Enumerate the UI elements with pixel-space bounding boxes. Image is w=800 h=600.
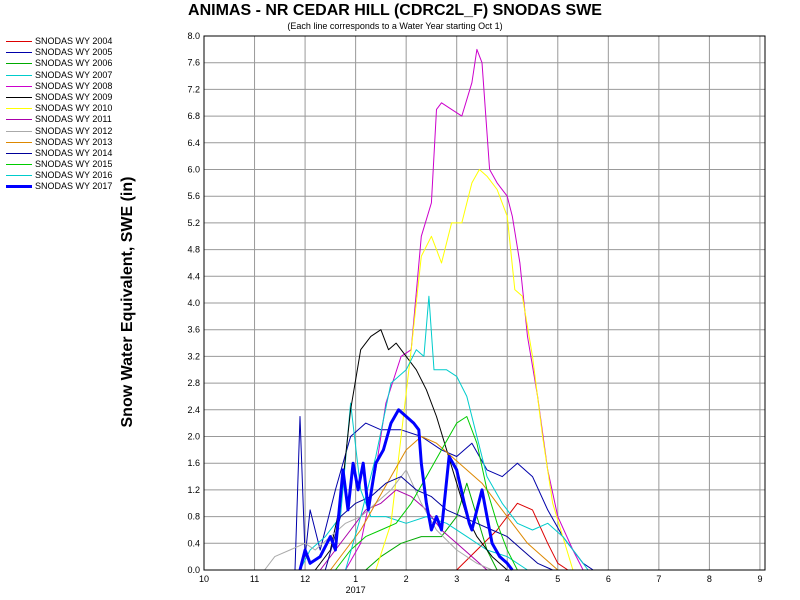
series-line-snodas-wy-2012 xyxy=(264,469,493,571)
legend-entry: SNODAS WY 2010 xyxy=(4,103,124,114)
legend-label: SNODAS WY 2013 xyxy=(35,136,113,147)
legend-label: SNODAS WY 2007 xyxy=(35,69,113,80)
x-tick-label: 7 xyxy=(656,574,661,584)
legend-swatch xyxy=(6,63,32,65)
legend-swatch xyxy=(6,175,32,177)
legend-label: SNODAS WY 2008 xyxy=(35,80,113,91)
legend-label: SNODAS WY 2015 xyxy=(35,159,113,170)
legend-swatch xyxy=(6,52,32,54)
x-tick-label: 1 xyxy=(353,574,358,584)
x-tick-label: 6 xyxy=(606,574,611,584)
y-tick-label: 0.8 xyxy=(187,512,200,522)
y-tick-label: 1.6 xyxy=(187,458,200,468)
legend-entry: SNODAS WY 2004 xyxy=(4,36,124,47)
y-tick-label: 8.0 xyxy=(187,31,200,41)
legend-swatch xyxy=(6,85,32,87)
y-tick-label: 6.8 xyxy=(187,111,200,121)
y-tick-label: 2.8 xyxy=(187,378,200,388)
series-line-snodas-wy-2004 xyxy=(456,502,569,571)
y-tick-label: 3.2 xyxy=(187,351,200,361)
y-tick-label: 4.8 xyxy=(187,245,200,255)
legend-swatch xyxy=(6,74,32,76)
series-line-snodas-wy-2016 xyxy=(345,295,589,571)
y-tick-label: 5.6 xyxy=(187,191,200,201)
legend-entry: SNODAS WY 2008 xyxy=(4,81,124,92)
y-tick-label: 2.4 xyxy=(187,405,200,415)
y-tick-label: 0.0 xyxy=(187,565,200,575)
legend-entry: SNODAS WY 2007 xyxy=(4,70,124,81)
legend-label: SNODAS WY 2017 xyxy=(35,181,113,192)
legend-entry: SNODAS WY 2006 xyxy=(4,58,124,69)
legend-swatch xyxy=(6,152,32,154)
y-tick-label: 1.2 xyxy=(187,485,200,495)
series-line-snodas-wy-2014 xyxy=(324,476,553,571)
series-line-snodas-wy-2017 xyxy=(298,408,514,571)
x-tick-label: 4 xyxy=(505,574,510,584)
y-tick-label: 0.4 xyxy=(187,538,200,548)
legend-swatch xyxy=(6,96,32,98)
series-line-snodas-wy-2010 xyxy=(375,169,574,571)
legend-swatch xyxy=(6,41,32,42)
series-line-snodas-wy-2011 xyxy=(319,489,488,571)
grid-lines xyxy=(203,35,765,571)
y-tick-label: 7.6 xyxy=(187,58,200,68)
x-tick-label: 10 xyxy=(199,574,209,584)
legend-label: SNODAS WY 2010 xyxy=(35,103,113,114)
legend-entry: SNODAS WY 2005 xyxy=(4,47,124,58)
x-tick-label: 12 xyxy=(300,574,310,584)
series-line-snodas-wy-2013 xyxy=(330,436,559,571)
legend-swatch xyxy=(6,185,32,189)
x-year-label: 2017 xyxy=(346,585,366,595)
y-tick-label: 4.4 xyxy=(187,271,200,281)
legend-swatch xyxy=(6,141,32,143)
legend-entry: SNODAS WY 2016 xyxy=(4,170,124,181)
series-line-snodas-wy-2006 xyxy=(365,482,498,571)
legend-entry: SNODAS WY 2012 xyxy=(4,126,124,137)
y-tick-label: 3.6 xyxy=(187,325,200,335)
legend-label: SNODAS WY 2011 xyxy=(35,114,112,125)
x-tick-label: 2 xyxy=(404,574,409,584)
plot-frame xyxy=(203,35,766,571)
legend-label: SNODAS WY 2012 xyxy=(35,125,113,136)
legend-entry: SNODAS WY 2014 xyxy=(4,148,124,159)
x-tick-label: 3 xyxy=(454,574,459,584)
series-layer xyxy=(264,48,594,571)
legend-swatch xyxy=(6,119,32,121)
legend-swatch xyxy=(6,164,32,166)
legend-entry: SNODAS WY 2009 xyxy=(4,92,124,103)
chart-subtitle: (Each line corresponds to a Water Year s… xyxy=(287,21,503,31)
x-tick-label: 11 xyxy=(250,574,259,584)
series-line-snodas-wy-2015 xyxy=(335,416,518,571)
legend-entry: SNODAS WY 2015 xyxy=(4,159,124,170)
legend-label: SNODAS WY 2005 xyxy=(35,47,113,58)
chart-legend: SNODAS WY 2004 SNODAS WY 2005 SNODAS WY 20… xyxy=(4,36,124,193)
y-tick-label: 6.4 xyxy=(187,138,200,148)
legend-label: SNODAS WY 2004 xyxy=(35,36,113,46)
chart-title: ANIMAS - NR CEDAR HILL (CDRC2L_F) SNODAS… xyxy=(188,2,602,19)
legend-entry: SNODAS WY 2013 xyxy=(4,137,124,148)
legend-swatch xyxy=(6,130,32,132)
y-tick-label: 2.0 xyxy=(187,432,200,442)
y-tick-label: 7.2 xyxy=(187,84,200,94)
legend-label: SNODAS WY 2006 xyxy=(35,58,113,69)
y-tick-label: 5.2 xyxy=(187,218,200,228)
legend-label: SNODAS WY 2009 xyxy=(35,91,113,102)
y-tick-label: 4.0 xyxy=(187,298,200,308)
x-tick-label: 8 xyxy=(707,574,712,584)
legend-label: SNODAS WY 2014 xyxy=(35,147,113,158)
series-line-snodas-wy-2007 xyxy=(299,402,528,571)
legend-swatch xyxy=(6,108,32,110)
legend-entry: SNODAS WY 2011 xyxy=(4,114,124,125)
x-tick-label: 5 xyxy=(555,574,560,584)
y-tick-label: 6.0 xyxy=(187,165,200,175)
legend-label: SNODAS WY 2016 xyxy=(35,170,113,181)
legend-entry: SNODAS WY 2017 xyxy=(4,181,124,192)
series-line-snodas-wy-2005 xyxy=(294,416,594,571)
x-tick-label: 9 xyxy=(757,574,762,584)
y-tick-labels: 0.0 0.4 0.8 1.2 1.6 2.0 2.4 2.8 3.2 3.6 4.0 4.4 4.8 5… xyxy=(187,31,200,575)
